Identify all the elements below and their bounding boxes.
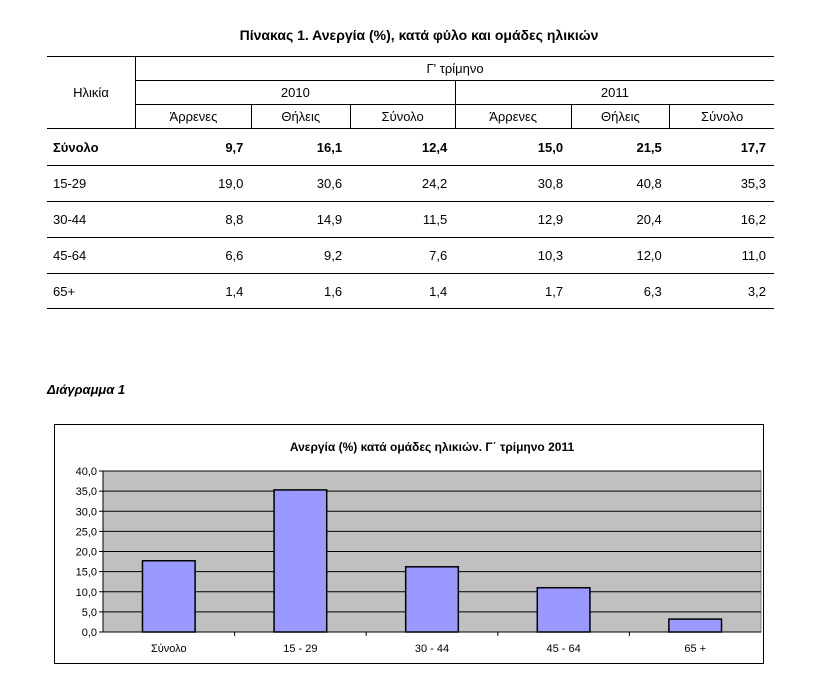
cell: 19,0 [218,176,244,191]
cell: 14,9 [316,212,343,227]
y-tick-label: 20,0 [76,547,97,559]
row-label: Σύνολο [53,139,99,155]
cell: 12,0 [636,248,662,263]
cell: 1,6 [324,283,343,299]
subheader: Θήλεις [570,104,670,129]
diagram-label: Διάγραμμα 1 [47,382,126,397]
age-header: Ηλικία [47,56,136,129]
row-label: 30-44 [53,212,87,227]
table-row: Σύνολο 9,7 16,1 12,4 15,0 21,5 17,7 [47,129,774,166]
table-row: 65+ 1,4 1,6 1,4 1,7 6,3 3,2 [47,274,774,309]
cell: 11,0 [741,248,766,263]
subheader: Άρρενες [169,109,218,124]
cell: 6,6 [225,248,244,263]
subheader: Σύνολο [669,104,774,129]
cell: 9,7 [225,139,244,155]
period-header: Γ' τρίμηνο [426,61,484,76]
y-tick-label: 5,0 [82,607,97,619]
y-tick-label: 40,0 [76,466,97,478]
y-tick-label: 15,0 [76,567,97,579]
subheader: Σύνολο [349,104,456,129]
cell: 15,0 [537,139,564,155]
y-tick-label: 0,0 [82,627,97,639]
cell: 30,6 [316,176,343,191]
x-tick-label: Σύνολο [151,643,187,655]
row-label: 15-29 [53,176,87,191]
bar-chart: Ανεργία (%) κατά ομάδες ηλικιών. Γ΄ τρίμ… [76,440,762,655]
table-row: 30-44 8,8 14,9 11,5 12,9 20,4 16,2 [47,202,774,238]
cell: 9,2 [324,248,343,263]
y-tick-label: 35,0 [76,486,97,498]
cell: 30,8 [537,176,564,191]
table-title: Πίνακας 1. Ανεργία (%), κατά φύλο και ομ… [239,27,599,43]
bar [273,489,328,633]
cell: 3,2 [747,283,766,299]
cell: 17,7 [740,139,766,155]
cell: 6,3 [643,283,662,299]
bar [404,566,460,633]
x-tick-label: 45 - 64 [546,643,580,655]
bar [668,618,723,633]
cell: 16,1 [316,139,343,155]
bar [141,560,196,633]
x-tick-label: 65 + [684,643,706,655]
y-tick-label: 25,0 [76,526,97,538]
cell: 24,2 [421,176,448,191]
row-label: 45-64 [53,248,87,263]
year-header-2011: 2011 [454,80,774,105]
unemployment-table: Ηλικία Γ' τρίμηνο 2010 2011 Άρρενες Θήλε… [47,56,774,309]
row-label: 65+ [53,283,76,299]
cell: 16,2 [740,212,766,227]
cell: 20,4 [636,212,662,227]
cell: 1,4 [429,283,448,299]
cell: 8,8 [225,212,244,227]
cell: 21,5 [636,139,662,155]
cell: 40,8 [636,176,662,191]
cell: 35,3 [740,176,766,191]
x-tick-label: 15 - 29 [283,643,317,655]
x-tick-label: 30 - 44 [415,643,449,655]
cell: 12,9 [537,212,564,227]
cell: 11,5 [422,212,448,227]
table-row: 15-29 19,0 30,6 24,2 30,8 40,8 35,3 [47,166,774,202]
cell: 1,4 [225,283,244,299]
chart-title: Ανεργία (%) κατά ομάδες ηλικιών. Γ΄ τρίμ… [290,440,575,454]
subheader: Θήλεις [250,104,351,129]
cell: 12,4 [421,139,448,155]
cell: 1,7 [545,283,564,299]
y-tick-label: 10,0 [76,587,97,599]
chart-frame: Ανεργία (%) κατά ομάδες ηλικιών. Γ΄ τρίμ… [54,424,764,664]
cell: 7,6 [429,248,448,263]
year-header-2010: 2010 [280,85,310,100]
y-tick-label: 30,0 [76,506,97,518]
bar [536,586,591,633]
cell: 10,3 [537,248,564,263]
table-row: 45-64 6,6 9,2 7,6 10,3 12,0 11,0 [47,238,774,274]
subheader: Άρρενες [454,104,572,129]
